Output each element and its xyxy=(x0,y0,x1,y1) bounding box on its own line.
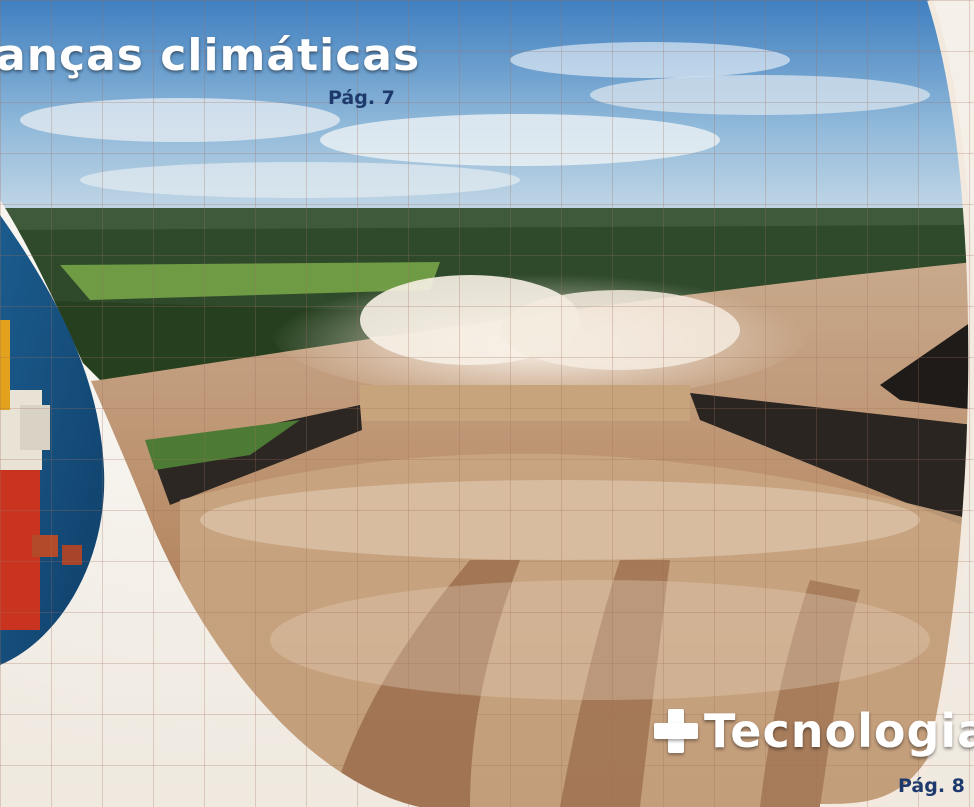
page-reference: Pág. 7 xyxy=(328,87,395,109)
plus-icon xyxy=(654,709,698,753)
ship-photo xyxy=(0,215,105,665)
feature-label: Tecnologia xyxy=(654,704,974,758)
feature-title: Tecnologia xyxy=(704,704,974,758)
feature-page-reference: Pág. 8 xyxy=(898,775,965,797)
section-title: anças climáticas xyxy=(0,30,421,81)
